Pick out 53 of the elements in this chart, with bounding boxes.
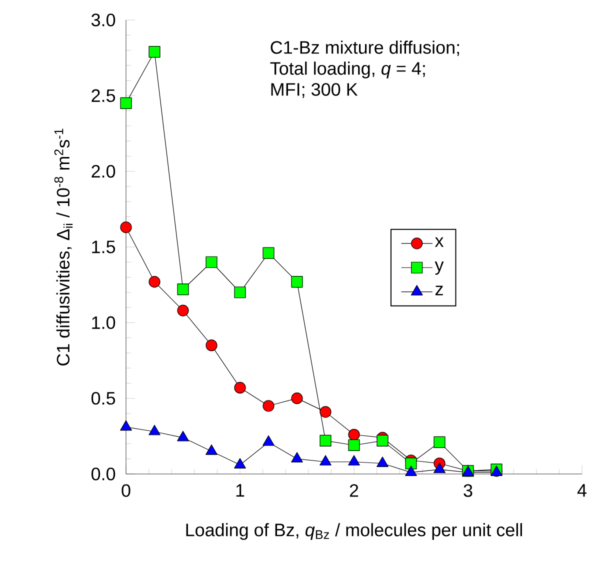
legend-label: x (434, 237, 444, 247)
point (434, 462, 446, 473)
point (234, 382, 246, 394)
x-axis-title: Loading of Bz, q$_{Bz}$ / molecules per unit cell (186, 523, 522, 540)
x-tick-label: 2 (350, 484, 358, 497)
y-tick-label: 3.0 (91, 14, 116, 26)
point (320, 455, 332, 466)
y-tick-label: 1.0 (92, 316, 116, 330)
point (148, 424, 160, 436)
point (177, 430, 189, 442)
y-tick-label: 2.0 (92, 164, 116, 178)
legend-label: y (434, 262, 444, 275)
point (234, 458, 246, 468)
point (291, 452, 303, 462)
point (376, 434, 388, 446)
annotation: C1-Bz mixture diffusion; (270, 40, 459, 56)
point (206, 340, 218, 352)
y-axis-title: C1 diffusivities, Δ$_{ii}$ / 10$^{-8}$ m$^{2}$s$^{-1}$ (54, 128, 73, 366)
point (262, 400, 274, 412)
y-tick-label: 1.5 (92, 240, 116, 254)
point (177, 284, 189, 296)
point (148, 276, 160, 288)
x-tick-label: 1 (236, 484, 244, 497)
point (320, 406, 332, 418)
point (291, 392, 303, 404)
point (434, 436, 446, 448)
point (120, 420, 132, 431)
point (148, 46, 160, 58)
point (348, 428, 360, 440)
legend-label: z (435, 286, 443, 296)
annotation: Total loading, q = 4; (270, 62, 425, 78)
point (120, 222, 132, 234)
point (405, 466, 417, 476)
point (348, 455, 360, 466)
point (405, 458, 417, 470)
point (120, 97, 132, 110)
x-tick-label: 0 (122, 484, 130, 497)
y-tick-label: 0.5 (91, 392, 116, 405)
y-tick-label: 0.0 (91, 468, 116, 480)
point (262, 435, 274, 446)
point (234, 286, 246, 298)
point (291, 276, 303, 288)
point (177, 304, 189, 316)
x-tick-label: 3 (464, 484, 472, 497)
point (376, 456, 388, 467)
y-tick-label: 2.5 (92, 89, 116, 102)
point (348, 439, 360, 452)
annotation: MFI; 300 K (271, 83, 358, 98)
point (262, 247, 274, 259)
point (320, 434, 332, 446)
point (206, 444, 218, 455)
point (206, 256, 218, 268)
x-tick-label: 4 (577, 484, 586, 497)
